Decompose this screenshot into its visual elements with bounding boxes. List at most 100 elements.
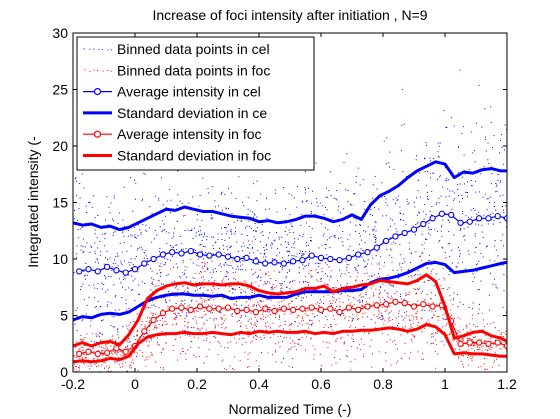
average-marker xyxy=(85,266,92,273)
foci-binned-point xyxy=(389,305,391,307)
cell-binned-point xyxy=(239,326,241,328)
foci-binned-point xyxy=(179,314,181,316)
legend-label: Average intensity in cel xyxy=(117,84,261,100)
foci-binned-point xyxy=(361,249,363,251)
foci-binned-point xyxy=(148,330,150,332)
cell-binned-point xyxy=(238,320,240,321)
cell-binned-point xyxy=(221,192,223,194)
foci-binned-point xyxy=(333,318,335,320)
foci-binned-point xyxy=(409,357,410,359)
foci-binned-point xyxy=(255,335,256,336)
average-marker xyxy=(438,210,446,217)
foci-binned-point xyxy=(358,343,360,345)
cell-binned-point xyxy=(161,351,162,353)
cell-binned-point xyxy=(176,204,178,206)
foci-binned-point xyxy=(136,335,138,337)
foci-binned-point xyxy=(417,274,419,276)
foci-binned-point xyxy=(354,359,356,361)
cell-binned-point xyxy=(405,295,407,297)
cell-binned-point xyxy=(464,235,466,237)
foci-binned-point xyxy=(379,299,381,301)
cell-binned-point xyxy=(502,234,504,236)
cell-binned-point xyxy=(199,282,201,284)
cell-binned-point xyxy=(187,291,189,293)
foci-binned-point xyxy=(79,365,81,367)
cell-binned-point xyxy=(319,299,321,301)
cell-binned-point xyxy=(437,151,439,153)
cell-binned-point xyxy=(85,263,87,264)
foci-binned-point xyxy=(471,339,473,340)
legend-dot xyxy=(107,49,109,51)
cell-binned-point xyxy=(117,222,119,224)
cell-binned-point xyxy=(167,258,169,260)
foci-binned-point xyxy=(145,326,147,328)
cell-binned-point xyxy=(448,274,450,276)
cell-binned-point xyxy=(460,228,461,230)
foci-binned-point xyxy=(150,354,152,356)
cell-binned-point xyxy=(263,247,265,249)
cell-binned-point xyxy=(339,182,341,184)
foci-binned-point xyxy=(278,271,280,273)
cell-binned-point xyxy=(96,237,98,239)
cell-binned-point xyxy=(262,231,264,233)
cell-binned-point xyxy=(302,200,304,202)
cell-binned-point xyxy=(449,242,450,244)
foci-binned-point xyxy=(124,354,126,356)
cell-binned-point xyxy=(260,193,262,195)
foci-binned-point xyxy=(139,336,141,338)
cell-binned-point xyxy=(489,259,491,261)
legend-box xyxy=(76,36,315,171)
cell-binned-point xyxy=(294,241,296,243)
foci-binned-point xyxy=(457,330,459,331)
foci-binned-point xyxy=(270,294,272,296)
foci-binned-point xyxy=(136,352,138,354)
foci-binned-point xyxy=(484,368,486,370)
average-marker xyxy=(141,260,148,267)
foci-binned-point xyxy=(151,339,152,341)
cell-binned-point xyxy=(364,208,366,210)
foci-binned-point xyxy=(426,294,428,295)
foci-binned-point xyxy=(187,326,189,327)
cell-binned-point xyxy=(94,250,96,252)
foci-binned-point xyxy=(220,317,222,319)
cell-binned-point xyxy=(403,219,405,221)
foci-binned-point xyxy=(493,321,495,323)
cell-binned-point xyxy=(426,144,427,146)
cell-binned-point xyxy=(395,197,397,199)
cell-binned-point xyxy=(211,289,213,291)
foci-binned-point xyxy=(106,365,108,367)
cell-binned-point xyxy=(240,221,242,222)
cell-binned-point xyxy=(417,179,419,181)
foci-binned-point xyxy=(452,339,454,341)
cell-binned-point xyxy=(201,234,203,236)
cell-binned-point xyxy=(352,297,354,298)
foci-binned-point xyxy=(268,282,270,284)
cell-binned-point xyxy=(381,182,383,184)
foci-binned-point xyxy=(382,297,384,298)
cell-binned-point xyxy=(98,336,100,338)
cell-binned-point xyxy=(128,329,130,331)
cell-binned-point xyxy=(215,304,217,306)
average-marker xyxy=(113,345,120,352)
cell-binned-point xyxy=(210,217,212,219)
foci-binned-point xyxy=(101,354,103,356)
cell-binned-point xyxy=(441,246,443,248)
cell-binned-point xyxy=(353,250,355,251)
cell-binned-point xyxy=(112,262,114,264)
cell-binned-point xyxy=(303,253,305,255)
foci-binned-point xyxy=(126,346,128,348)
cell-binned-point xyxy=(446,126,448,128)
foci-binned-point xyxy=(102,349,104,351)
foci-binned-point xyxy=(505,350,507,352)
cell-binned-point xyxy=(279,315,281,317)
cell-binned-point xyxy=(468,307,470,308)
cell-binned-point xyxy=(221,227,222,229)
cell-binned-point xyxy=(501,147,503,149)
cell-binned-point xyxy=(402,319,404,321)
cell-binned-point xyxy=(474,161,476,163)
cell-binned-point xyxy=(480,280,482,282)
cell-binned-point xyxy=(465,268,467,270)
cell-binned-point xyxy=(278,236,280,238)
cell-binned-point xyxy=(281,236,283,238)
cell-binned-point xyxy=(289,213,291,215)
